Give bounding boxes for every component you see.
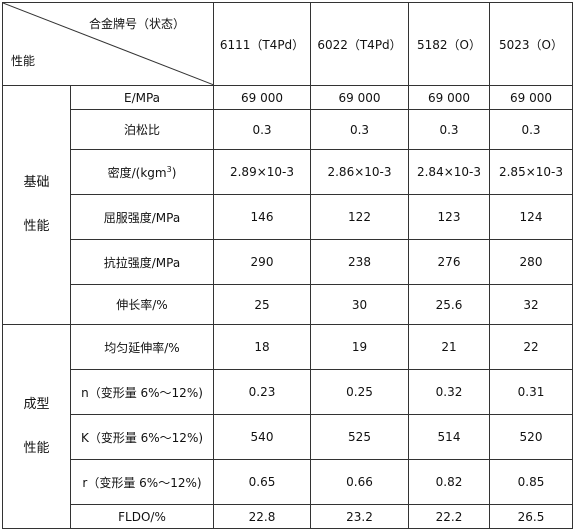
group-label-basic: 基础 性能 <box>2 85 71 325</box>
property-header: 性能 <box>11 54 36 68</box>
value-cell: 2.85×10-3 <box>489 149 573 195</box>
value-cell: 520 <box>489 414 573 460</box>
value-cell: 25 <box>213 284 311 325</box>
value-cell: 0.3 <box>213 109 311 150</box>
property-label: 抗拉强度/MPa <box>70 239 214 285</box>
group-label-forming: 成型 性能 <box>2 324 71 529</box>
table-row: 伸长率/% 25 30 25.6 32 <box>3 284 573 325</box>
property-label: E/MPa <box>70 85 214 110</box>
value-cell: 30 <box>310 284 409 325</box>
value-cell: 276 <box>408 239 490 285</box>
value-cell: 25.6 <box>408 284 490 325</box>
table-row: FLDO/% 22.8 23.2 22.2 26.5 <box>3 504 573 529</box>
value-cell: 32 <box>489 284 573 325</box>
value-cell: 146 <box>213 194 311 240</box>
value-cell: 19 <box>310 324 409 370</box>
value-cell: 0.65 <box>213 459 311 505</box>
value-cell: 0.3 <box>408 109 490 150</box>
value-cell: 69 000 <box>408 85 490 110</box>
value-cell: 2.89×10-3 <box>213 149 311 195</box>
header-row: 合金牌号（状态） 性能 6111（T4Pd） 6022（T4Pd） 5182（O… <box>2 2 573 86</box>
table-row: 抗拉强度/MPa 290 238 276 280 <box>3 239 573 285</box>
property-label: 屈服强度/MPa <box>70 194 214 240</box>
value-cell: 0.3 <box>310 109 409 150</box>
property-label: 均匀延伸率/% <box>70 324 214 370</box>
property-label: FLDO/% <box>70 504 214 529</box>
diagonal-divider <box>3 3 213 85</box>
value-cell: 290 <box>213 239 311 285</box>
value-cell: 2.84×10-3 <box>408 149 490 195</box>
property-label: 伸长率/% <box>70 284 214 325</box>
table-row: 密度/(kgm3) 2.89×10-3 2.86×10-3 2.84×10-3 … <box>3 149 573 195</box>
table-row: K（变形量 6%～12%) 540 525 514 520 <box>3 414 573 460</box>
value-cell: 69 000 <box>489 85 573 110</box>
value-cell: 0.31 <box>489 369 573 415</box>
value-cell: 69 000 <box>310 85 409 110</box>
property-label: 密度/(kgm3) <box>70 149 214 195</box>
alloy-grade-header: 合金牌号（状态） <box>88 17 185 31</box>
value-cell: 0.3 <box>489 109 573 150</box>
alloy-header-cell: 5182（O） <box>408 2 490 86</box>
corner-header-cell: 合金牌号（状态） 性能 <box>2 2 214 86</box>
property-label: K（变形量 6%～12%) <box>70 414 214 460</box>
table-row: r（变形量 6%～12%) 0.65 0.66 0.82 0.85 <box>3 459 573 505</box>
value-cell: 0.25 <box>310 369 409 415</box>
value-cell: 0.85 <box>489 459 573 505</box>
value-cell: 0.82 <box>408 459 490 505</box>
value-cell: 23.2 <box>310 504 409 529</box>
value-cell: 26.5 <box>489 504 573 529</box>
property-label: n（变形量 6%～12%) <box>70 369 214 415</box>
alloy-header-cell: 6111（T4Pd） <box>213 2 311 86</box>
value-cell: 0.66 <box>310 459 409 505</box>
value-cell: 280 <box>489 239 573 285</box>
table-row: 基础 性能 E/MPa 69 000 69 000 69 000 69 000 <box>2 85 573 325</box>
value-cell: 122 <box>310 194 409 240</box>
value-cell: 22.8 <box>213 504 311 529</box>
alloy-header-cell: 5023（O） <box>489 2 573 86</box>
table-row: 屈服强度/MPa 146 122 123 124 <box>3 194 573 240</box>
value-cell: 0.23 <box>213 369 311 415</box>
property-label: r（变形量 6%～12%) <box>70 459 214 505</box>
value-cell: 22.2 <box>408 504 490 529</box>
value-cell: 22 <box>489 324 573 370</box>
alloy-header-cell: 6022（T4Pd） <box>310 2 409 86</box>
property-label: 泊松比 <box>70 109 214 150</box>
value-cell: 540 <box>213 414 311 460</box>
value-cell: 238 <box>310 239 409 285</box>
value-cell: 525 <box>310 414 409 460</box>
value-cell: 2.86×10-3 <box>310 149 409 195</box>
value-cell: 0.32 <box>408 369 490 415</box>
value-cell: 514 <box>408 414 490 460</box>
value-cell: 18 <box>213 324 311 370</box>
value-cell: 21 <box>408 324 490 370</box>
table-row: 泊松比 0.3 0.3 0.3 0.3 <box>3 109 573 150</box>
table-row: n（变形量 6%～12%) 0.23 0.25 0.32 0.31 <box>3 369 573 415</box>
value-cell: 123 <box>408 194 490 240</box>
value-cell: 69 000 <box>213 85 311 110</box>
value-cell: 124 <box>489 194 573 240</box>
table-row: 成型 性能 均匀延伸率/% 18 19 21 22 <box>2 324 573 529</box>
